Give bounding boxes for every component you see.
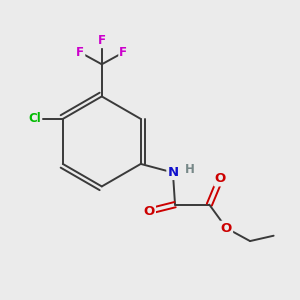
Text: F: F xyxy=(98,34,106,47)
Text: F: F xyxy=(119,46,127,59)
Text: O: O xyxy=(221,222,232,235)
Text: N: N xyxy=(167,166,178,179)
Text: H: H xyxy=(185,163,195,176)
Text: F: F xyxy=(76,46,84,59)
Text: Cl: Cl xyxy=(28,112,41,125)
Text: O: O xyxy=(214,172,226,185)
Text: O: O xyxy=(144,205,155,218)
